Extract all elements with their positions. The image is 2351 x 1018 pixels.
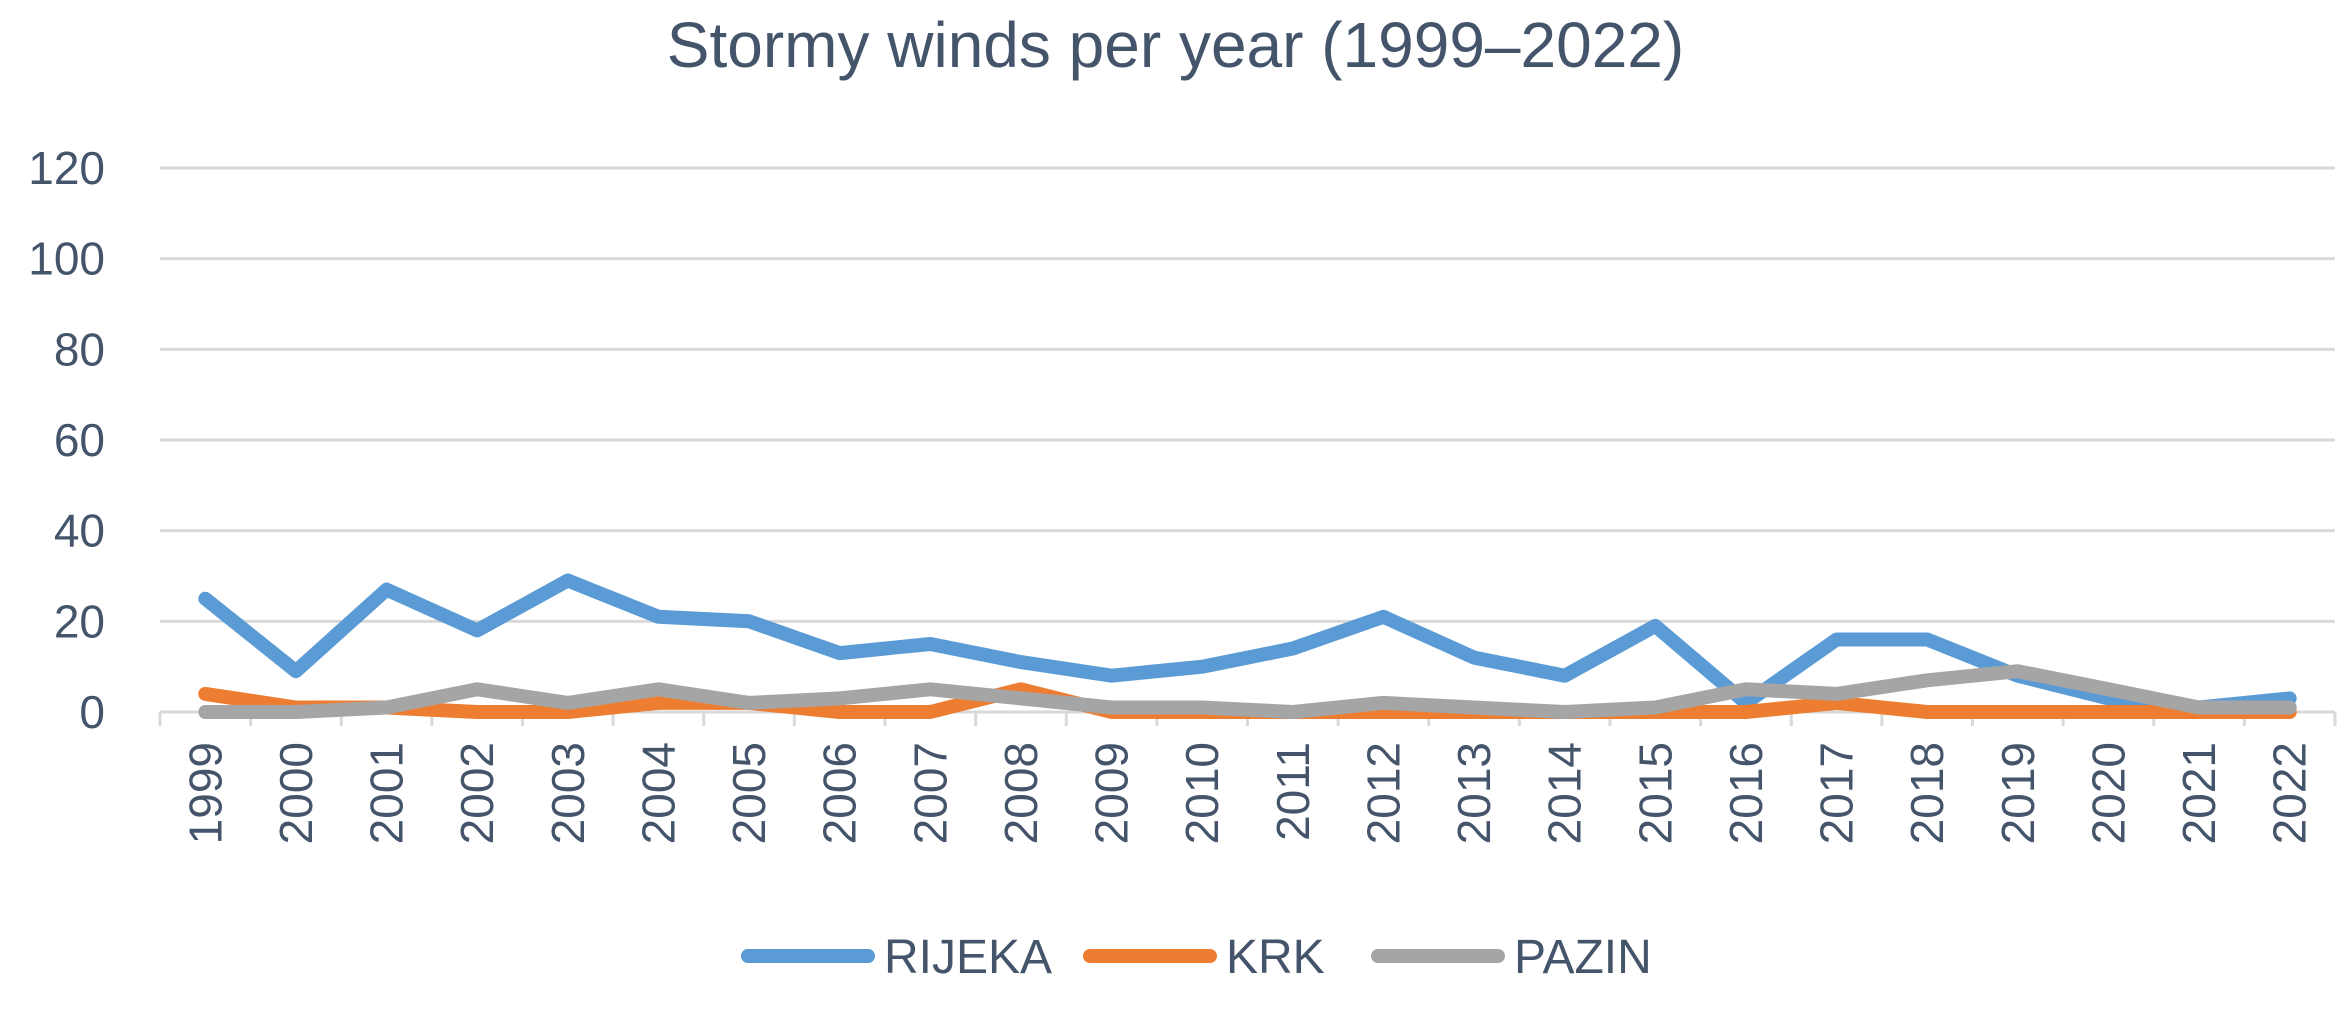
legend-label-pazin: PAZIN bbox=[1514, 931, 1652, 984]
x-tick-label: 2005 bbox=[723, 742, 775, 844]
x-tick-label: 2003 bbox=[542, 742, 594, 844]
x-tick-label: 2007 bbox=[904, 742, 956, 844]
y-tick-label: 40 bbox=[54, 505, 105, 557]
x-tick-label: 2009 bbox=[1086, 742, 1138, 844]
x-tick-label: 2017 bbox=[1811, 742, 1863, 844]
x-tick-label: 2012 bbox=[1357, 742, 1409, 844]
x-tick-label: 2015 bbox=[1629, 742, 1681, 844]
y-tick-label: 60 bbox=[54, 414, 105, 466]
y-tick-label: 120 bbox=[28, 142, 105, 194]
x-tick-label: 1999 bbox=[179, 742, 231, 844]
y-tick-label: 20 bbox=[54, 595, 105, 647]
x-tick-label: 2014 bbox=[1539, 742, 1591, 844]
legend-label-rijeka: RIJEKA bbox=[884, 931, 1052, 984]
x-tick-label: 2013 bbox=[1448, 742, 1500, 844]
x-tick-label: 2016 bbox=[1720, 742, 1772, 844]
series-line-rijeka bbox=[198, 573, 2297, 715]
y-tick-label: 0 bbox=[79, 686, 105, 738]
x-tick-label: 2010 bbox=[1176, 742, 1228, 844]
x-tick-label: 2002 bbox=[451, 742, 503, 844]
x-tick-label: 2011 bbox=[1267, 742, 1319, 841]
series-line-pazin bbox=[198, 664, 2297, 719]
x-tick-label: 2022 bbox=[2264, 742, 2316, 844]
x-tick-label: 2004 bbox=[632, 742, 684, 844]
chart-title: Stormy winds per year (1999–2022) bbox=[666, 9, 1685, 81]
x-tick-label: 2018 bbox=[1901, 742, 1953, 844]
x-tick-label: 2020 bbox=[2082, 742, 2134, 844]
x-tick-label: 2021 bbox=[2173, 742, 2225, 844]
y-tick-label: 80 bbox=[54, 323, 105, 375]
x-tick-label: 2008 bbox=[995, 742, 1047, 844]
x-tick-label: 2019 bbox=[1992, 742, 2044, 844]
x-tick-label: 2001 bbox=[361, 742, 413, 844]
y-tick-label: 100 bbox=[28, 233, 105, 285]
x-tick-label: 2006 bbox=[814, 742, 866, 844]
x-tick-label: 2000 bbox=[270, 742, 322, 844]
legend-label-krk: KRK bbox=[1226, 931, 1325, 984]
